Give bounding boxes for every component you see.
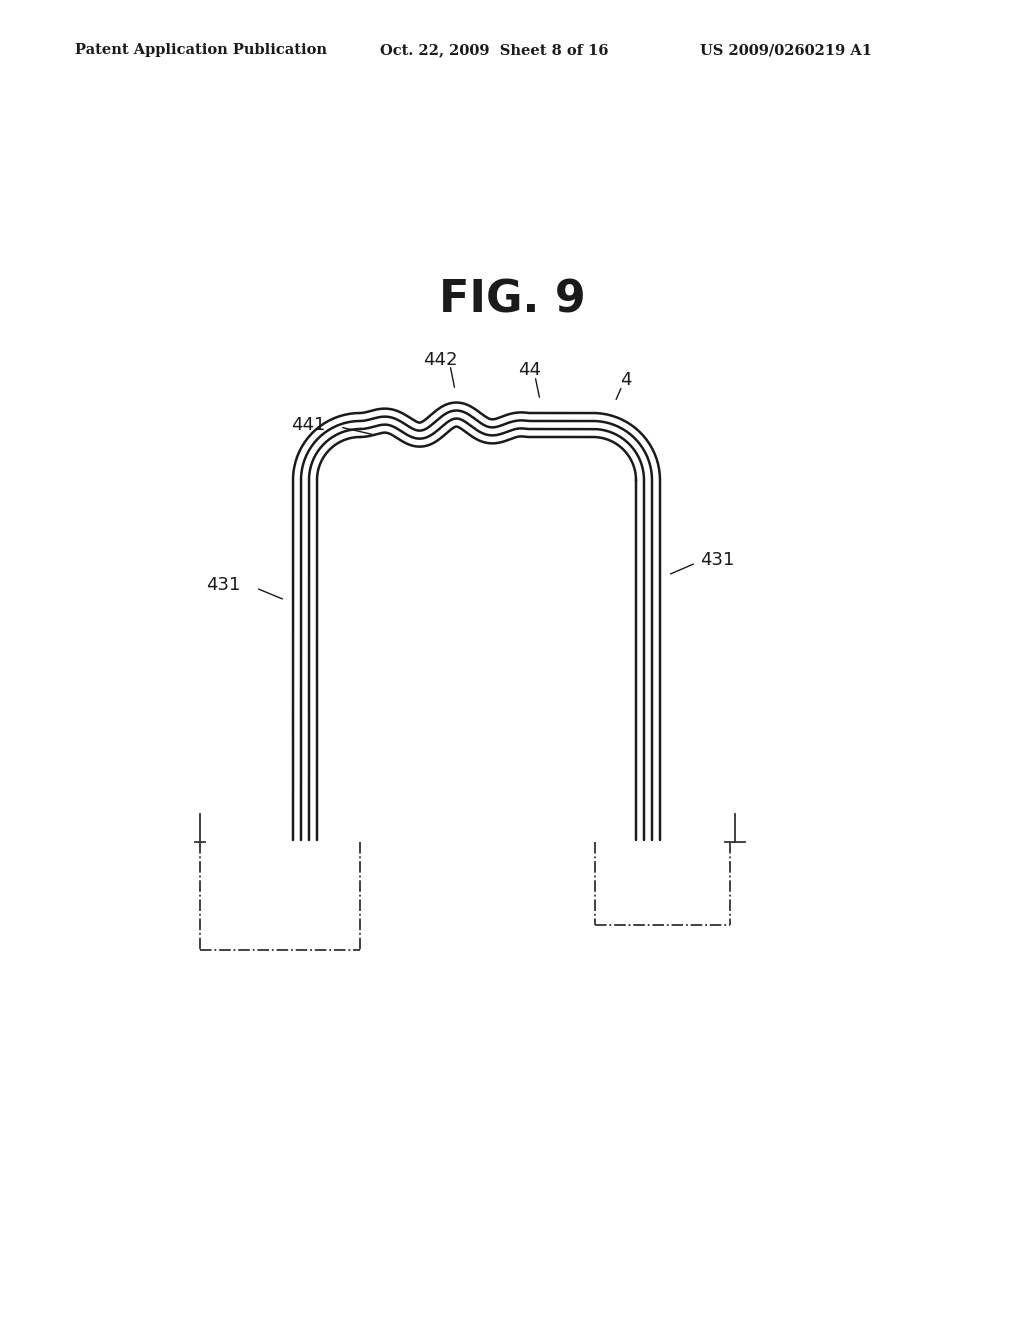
- Text: FIG. 9: FIG. 9: [438, 279, 586, 322]
- Text: Patent Application Publication: Patent Application Publication: [75, 44, 327, 57]
- Text: 44: 44: [518, 360, 542, 379]
- Text: 431: 431: [700, 550, 734, 569]
- Text: Oct. 22, 2009  Sheet 8 of 16: Oct. 22, 2009 Sheet 8 of 16: [380, 44, 608, 57]
- Text: US 2009/0260219 A1: US 2009/0260219 A1: [700, 44, 872, 57]
- Text: 4: 4: [620, 371, 632, 389]
- Text: 441: 441: [291, 416, 325, 434]
- Text: 431: 431: [206, 576, 240, 594]
- Text: 442: 442: [423, 351, 458, 370]
